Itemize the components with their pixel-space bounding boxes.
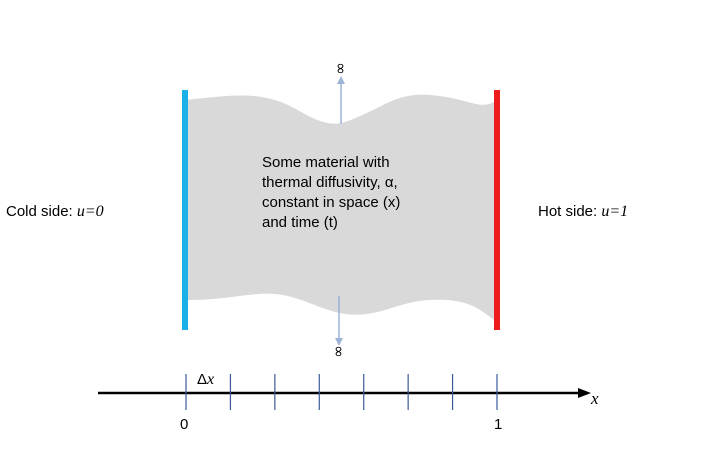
cold-side-variable: u=0 (76, 203, 104, 220)
cold-wall (182, 90, 188, 330)
material-line-3: constant in space (x) (262, 194, 401, 211)
infinity-symbol-top: ∞ (331, 62, 350, 75)
delta-x-label: Δx (197, 371, 215, 388)
tick-label-start: 0 (180, 416, 189, 433)
x-axis-ticks (185, 374, 498, 410)
infinity-arrowhead-bottom (335, 338, 343, 346)
hot-side-label: Hot side: u=1 (538, 203, 629, 220)
material-line-4: and time (t) (262, 214, 338, 231)
material-description: Some material with thermal diffusivity, … (262, 153, 400, 233)
tick-label-end: 1 (494, 416, 503, 433)
cold-side-label: Cold side: u=0 (6, 203, 104, 220)
hot-side-variable: u=1 (601, 203, 629, 220)
infinity-symbol-bottom: ∞ (329, 345, 348, 358)
material-region (186, 94, 497, 322)
material-line-1: Some material with (262, 154, 390, 171)
x-axis-variable: x (591, 389, 599, 408)
material-line-2: thermal diffusivity, α, (262, 174, 398, 191)
hot-wall (494, 90, 500, 330)
x-axis-arrowhead (578, 388, 591, 398)
infinity-arrowhead-top (337, 76, 345, 84)
